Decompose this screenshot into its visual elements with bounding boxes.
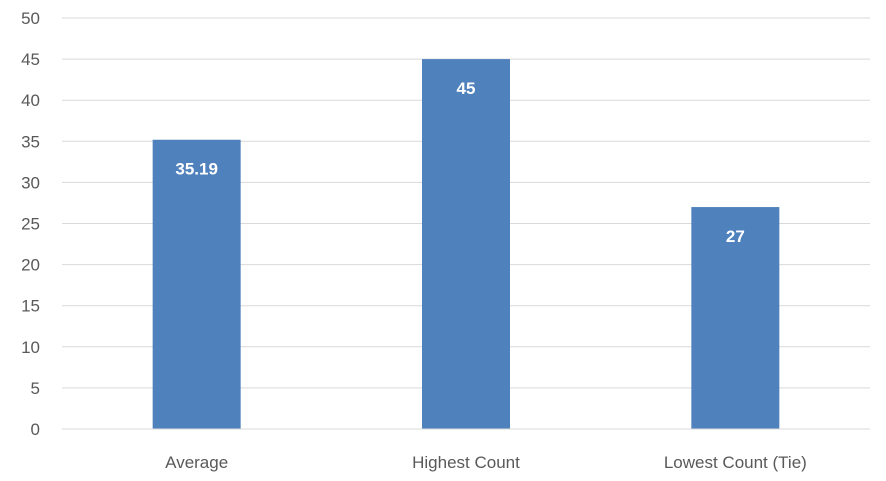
y-tick-label: 5 xyxy=(31,379,40,398)
bar xyxy=(691,207,780,429)
bar-data-label: 27 xyxy=(726,227,745,246)
y-axis-tick-labels: 0 5 10 15 20 25 30 35 40 45 50 xyxy=(21,9,40,439)
y-tick-label: 45 xyxy=(21,50,40,69)
data-labels: 35.19 45 27 xyxy=(175,79,744,246)
y-tick-label: 35 xyxy=(21,132,40,151)
y-tick-label: 10 xyxy=(21,338,40,357)
x-axis-category-labels: Average Highest Count Lowest Count (Tie) xyxy=(165,453,807,472)
bar-data-label: 35.19 xyxy=(175,160,218,179)
y-tick-label: 30 xyxy=(21,173,40,192)
y-tick-label: 40 xyxy=(21,91,40,110)
x-category-label: Highest Count xyxy=(412,453,520,472)
bar xyxy=(152,139,241,429)
y-tick-label: 25 xyxy=(21,215,40,234)
y-tick-label: 20 xyxy=(21,256,40,275)
x-category-label: Average xyxy=(165,453,228,472)
bar xyxy=(422,59,510,429)
bars xyxy=(152,59,780,429)
x-category-label: Lowest Count (Tie) xyxy=(664,453,807,472)
y-tick-label: 50 xyxy=(21,9,40,28)
y-tick-label: 15 xyxy=(21,297,40,316)
bar-data-label: 45 xyxy=(457,79,476,98)
y-tick-label: 0 xyxy=(31,420,40,439)
